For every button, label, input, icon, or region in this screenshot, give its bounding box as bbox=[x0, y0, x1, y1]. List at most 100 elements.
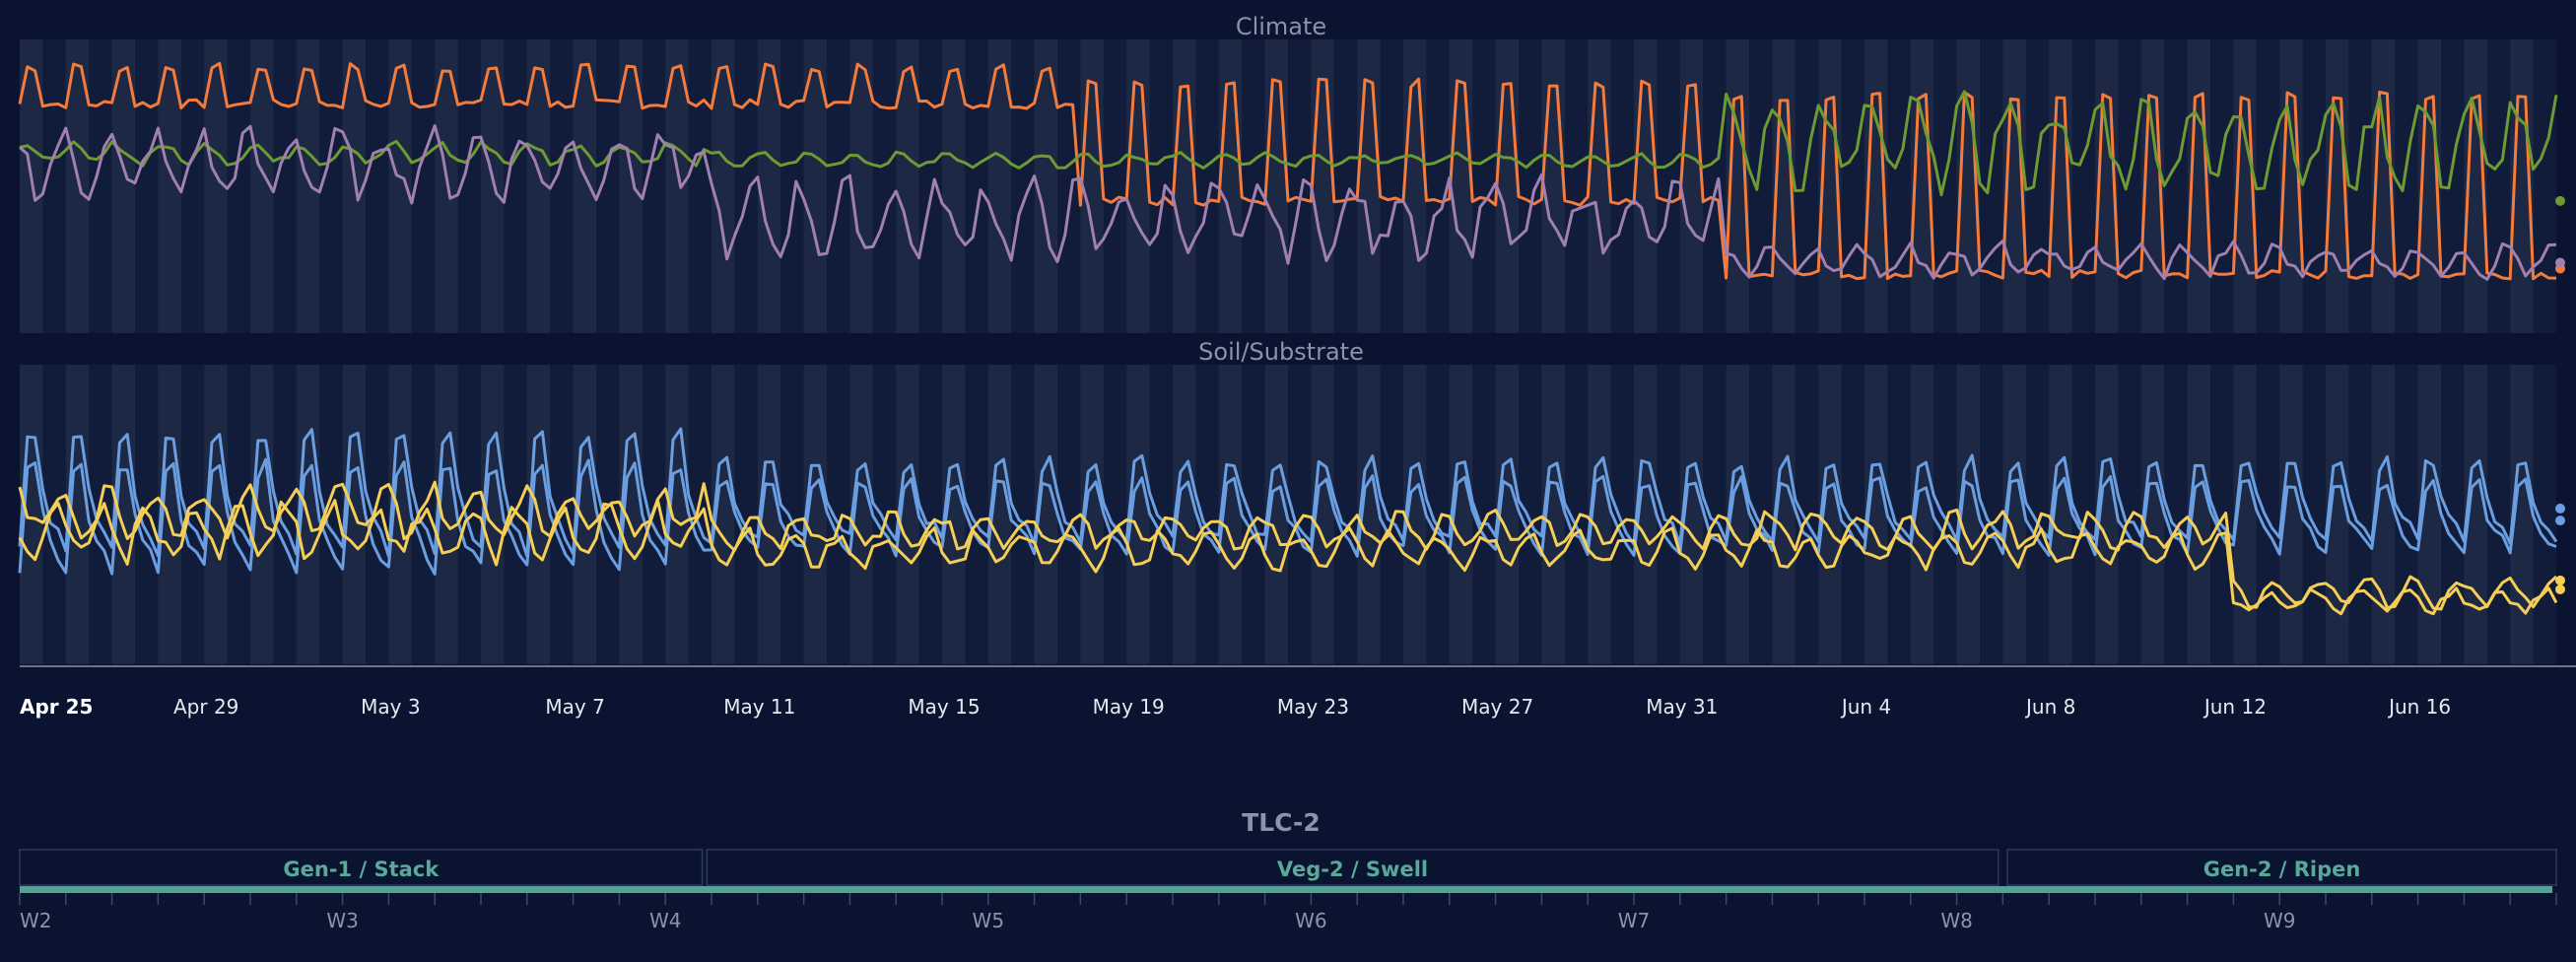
week-label: W9 bbox=[2264, 909, 2296, 932]
phase-label: Veg-2 / Swell bbox=[1277, 858, 1428, 881]
night-stripe bbox=[2187, 365, 2210, 664]
week-label: W8 bbox=[1940, 909, 1973, 932]
night-stripe bbox=[1588, 365, 1611, 664]
x-tick-label: May 15 bbox=[908, 695, 980, 719]
x-tick-label: May 23 bbox=[1277, 695, 1349, 719]
night-stripe bbox=[1126, 365, 1150, 664]
series-line-humidity bbox=[19, 90, 2558, 197]
night-stripe bbox=[619, 39, 643, 333]
timeline-ticks bbox=[19, 893, 2557, 905]
night-stripe bbox=[849, 39, 873, 333]
night-stripe bbox=[158, 365, 181, 664]
x-tick-label: Apr 25 bbox=[20, 695, 93, 719]
night-stripe bbox=[250, 39, 274, 333]
night-stripe bbox=[65, 39, 90, 333]
series-line-soil_moisture bbox=[18, 427, 2558, 558]
night-stripe bbox=[1080, 365, 1104, 664]
phase-label: Gen-2 / Ripen bbox=[2203, 858, 2361, 881]
night-stripe bbox=[1910, 365, 1934, 664]
night-stripe bbox=[1495, 365, 1519, 664]
soil-series bbox=[18, 427, 2565, 616]
night-stripe bbox=[942, 365, 966, 664]
night-stripe bbox=[1634, 365, 1658, 664]
week-label: W6 bbox=[1295, 909, 1327, 932]
night-stripe bbox=[1218, 365, 1243, 664]
x-tick-label: May 11 bbox=[723, 695, 795, 719]
phase-box bbox=[706, 849, 2000, 886]
night-stripe bbox=[1956, 365, 1980, 664]
series-end-point bbox=[2555, 195, 2565, 206]
x-tick-label: May 19 bbox=[1093, 695, 1165, 719]
x-tick-label: May 31 bbox=[1646, 695, 1718, 719]
night-stripe bbox=[342, 39, 366, 333]
night-stripe bbox=[712, 365, 735, 664]
night-stripe bbox=[1173, 39, 1196, 333]
night-stripe bbox=[1449, 365, 1473, 664]
night-stripe bbox=[896, 365, 919, 664]
x-tick-label: Jun 8 bbox=[2024, 695, 2075, 719]
night-stripe bbox=[757, 365, 781, 664]
night-stripe bbox=[435, 39, 458, 333]
night-stripe bbox=[1679, 39, 1704, 333]
x-tick-label: May 3 bbox=[361, 695, 420, 719]
x-axis-labels: Apr 25 Apr 29 May 3 May 7 May 11 May 15 May 19… bbox=[20, 695, 2451, 719]
night-stripe bbox=[1034, 39, 1057, 333]
x-tick-label: Jun 4 bbox=[1840, 695, 1891, 719]
night-stripe bbox=[573, 39, 596, 333]
night-stripe bbox=[1726, 365, 1749, 664]
night-stripe bbox=[526, 39, 551, 333]
phase-label: Gen-1 / Stack bbox=[283, 858, 440, 881]
night-stripe bbox=[942, 39, 966, 333]
night-stripe bbox=[20, 39, 43, 333]
night-stripe bbox=[204, 39, 228, 333]
night-stripe bbox=[896, 39, 919, 333]
series-end-point bbox=[2555, 575, 2565, 585]
night-stripe bbox=[158, 39, 181, 333]
series-line-temperature bbox=[18, 61, 2557, 281]
night-stripe bbox=[2049, 365, 2072, 664]
series-end-point bbox=[2555, 257, 2565, 268]
week-label: W2 bbox=[20, 909, 52, 932]
series-end-point bbox=[2555, 515, 2565, 526]
series-end-point bbox=[2555, 584, 2565, 594]
series-line-soil_moisture bbox=[18, 457, 2557, 576]
phase-timeline: TLC-2 Gen-1 / Stack Veg-2 / Swell Gen-2 / … bbox=[19, 808, 2557, 932]
night-stripe bbox=[665, 39, 689, 333]
x-tick-label: May 7 bbox=[545, 695, 604, 719]
series-line-vpd bbox=[18, 124, 2557, 281]
night-stripe bbox=[1034, 365, 1057, 664]
night-stripe bbox=[1772, 365, 1796, 664]
night-stripe bbox=[2279, 365, 2303, 664]
night-stripe bbox=[2140, 365, 2165, 664]
night-stripe bbox=[296, 39, 320, 333]
timeline-title: TLC-2 bbox=[1242, 808, 1321, 837]
night-stripe bbox=[1864, 365, 1888, 664]
week-label: W5 bbox=[973, 909, 1005, 932]
x-tick-label: May 27 bbox=[1461, 695, 1533, 719]
week-label: W7 bbox=[1618, 909, 1651, 932]
phase-box bbox=[2006, 849, 2557, 886]
x-tick-label: Jun 16 bbox=[2387, 695, 2451, 719]
week-labels: W2 W3 W4 W5 W6 W7 W8 W9 bbox=[20, 909, 2295, 932]
x-tick-label: Apr 29 bbox=[173, 695, 238, 719]
series-end-point bbox=[2555, 503, 2565, 514]
night-stripe bbox=[20, 365, 43, 664]
night-stripe bbox=[1679, 365, 1704, 664]
night-stripe bbox=[1357, 365, 1381, 664]
night-stripe bbox=[1311, 39, 1334, 333]
climate-day-stripes bbox=[20, 39, 2534, 333]
night-stripe bbox=[1357, 39, 1381, 333]
night-stripe bbox=[1264, 365, 1288, 664]
night-stripe bbox=[757, 39, 781, 333]
phase-box bbox=[19, 849, 704, 886]
series-line-soil_ec bbox=[18, 499, 2558, 616]
night-stripe bbox=[1311, 365, 1334, 664]
night-stripe bbox=[1173, 365, 1196, 664]
night-stripe bbox=[481, 39, 505, 333]
night-stripe bbox=[1403, 365, 1427, 664]
night-stripe bbox=[2326, 365, 2349, 664]
phase-boxes: Gen-1 / Stack Veg-2 / Swell Gen-2 / Ripen bbox=[19, 849, 2557, 886]
night-stripe bbox=[388, 39, 412, 333]
night-stripe bbox=[1541, 365, 1565, 664]
soil-day-stripes bbox=[20, 365, 2534, 664]
